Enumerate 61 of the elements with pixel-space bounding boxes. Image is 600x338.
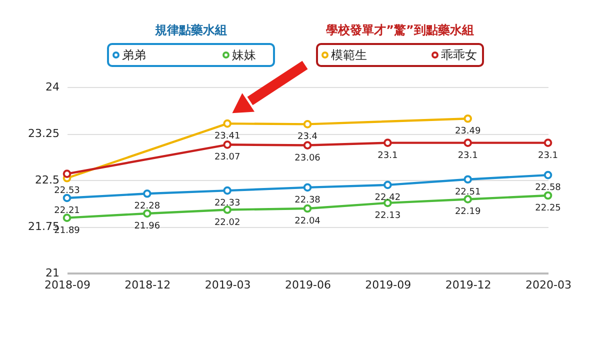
point <box>223 140 232 149</box>
data-label: 22.19 <box>454 207 481 218</box>
legend-label: 乖乖女 <box>441 48 477 62</box>
point <box>62 214 72 222</box>
x-tick-label: 2018-09 <box>44 278 90 292</box>
point <box>464 175 472 184</box>
y-tick-label: 23.25 <box>28 127 60 140</box>
point <box>223 119 232 128</box>
text: 學校發單才”驚”到點藥水組 <box>326 23 474 37</box>
point <box>143 189 152 198</box>
legend-label: 模範生 <box>331 48 367 62</box>
y-tick-label: 21 <box>46 266 60 280</box>
point <box>303 204 312 213</box>
data-label: 22.53 <box>54 186 80 196</box>
data-label: 23.41 <box>214 132 240 142</box>
x-tick-label: 2020-03 <box>526 278 572 292</box>
legend-label: 妹妹 <box>232 48 256 62</box>
x-tick-label: 2019-12 <box>445 278 492 292</box>
point <box>384 180 392 190</box>
data-label: 23.07 <box>214 152 240 163</box>
x-tick-label: 2019-03 <box>204 278 251 292</box>
data-label: 23.06 <box>294 153 321 164</box>
point <box>464 138 472 147</box>
point <box>303 183 312 192</box>
data-label: 23.1 <box>538 150 558 161</box>
data-label: 22.21 <box>54 206 80 216</box>
y-tick-label: 24 <box>46 80 60 94</box>
point <box>223 206 232 214</box>
data-label: 23.49 <box>454 126 481 137</box>
x-tick-label: 2019-09 <box>365 278 412 292</box>
point <box>62 194 72 202</box>
point <box>464 195 472 204</box>
point <box>223 186 232 195</box>
data-label: 22.28 <box>134 202 160 212</box>
point <box>544 170 552 180</box>
data-label: 23.4 <box>297 132 318 142</box>
data-label: 22.04 <box>294 216 321 227</box>
x-tick-label: 2018-12 <box>124 278 171 292</box>
point <box>143 209 152 218</box>
data-label: 22.02 <box>214 218 240 228</box>
data-label: 22.58 <box>535 183 562 194</box>
data-label: 22.13 <box>374 210 401 221</box>
data-label: 22.42 <box>374 192 401 203</box>
data-label: 22.51 <box>454 187 481 198</box>
point <box>303 141 312 150</box>
point <box>62 170 72 178</box>
data-label: 22.38 <box>294 195 321 206</box>
data-label: 23.1 <box>378 150 398 161</box>
point <box>464 114 472 123</box>
point <box>303 120 312 128</box>
data-label: 23.1 <box>458 150 478 161</box>
point <box>384 138 392 147</box>
text: 規律點藥水組 <box>154 23 227 37</box>
point <box>544 138 552 147</box>
data-label: 22.33 <box>214 198 240 209</box>
data-label: 21.96 <box>134 221 160 232</box>
y-tick-label: 22.5 <box>35 174 60 186</box>
data-label: 22.25 <box>535 204 561 214</box>
legend-label: 弟弟 <box>122 48 146 62</box>
point <box>544 191 552 200</box>
x-tick-label: 2019-06 <box>285 278 331 292</box>
